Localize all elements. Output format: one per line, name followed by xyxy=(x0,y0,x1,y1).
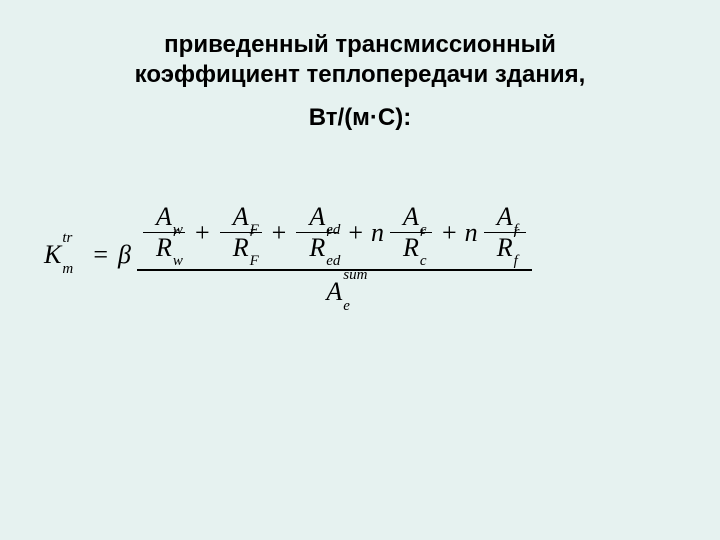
title-line-2: коэффициент теплопередачи здания, xyxy=(135,61,586,88)
term-1: A w R r w xyxy=(143,202,185,263)
term-1-den: R r w xyxy=(143,233,185,263)
equals-sign: = xyxy=(93,240,108,270)
term-4-coef: n xyxy=(371,218,384,248)
slide: приведенный трансмиссионный коэффициент … xyxy=(0,0,720,540)
term-2: A F R r F xyxy=(220,202,262,263)
slide-title: приведенный трансмиссионный коэффициент … xyxy=(40,30,680,90)
lhs-var: K tr m xyxy=(44,240,61,270)
formula-lhs: K tr m xyxy=(44,240,61,270)
big-frac-numerator: A w R r w + xyxy=(137,202,532,269)
term-4: A c R r c xyxy=(390,202,432,263)
beta-coef: β xyxy=(118,240,131,270)
plus-1: + xyxy=(195,218,210,248)
big-frac-denominator: A sum e xyxy=(326,271,342,307)
term-5: A f R r f xyxy=(484,202,526,263)
term-4-den: R r c xyxy=(390,233,432,263)
plus-3: + xyxy=(348,218,363,248)
lhs-base: K xyxy=(44,240,61,269)
term-3: A ed R r ed xyxy=(296,202,338,263)
title-line-1: приведенный трансмиссионный xyxy=(164,31,556,58)
formula: K tr m = β A w xyxy=(0,202,720,307)
units-label: Вт/(м·С): xyxy=(0,104,720,132)
plus-4: + xyxy=(442,218,457,248)
denominator-var: A sum e xyxy=(326,277,342,307)
term-2-den: R r F xyxy=(220,233,262,263)
lhs-sub: m xyxy=(62,261,73,278)
plus-2: + xyxy=(272,218,287,248)
lhs-sup: tr xyxy=(62,230,72,247)
big-fraction: A w R r w + xyxy=(137,202,532,307)
term-5-coef: n xyxy=(465,218,478,248)
term-5-den: R r f xyxy=(484,233,526,263)
term-3-den: R r ed xyxy=(296,233,338,263)
